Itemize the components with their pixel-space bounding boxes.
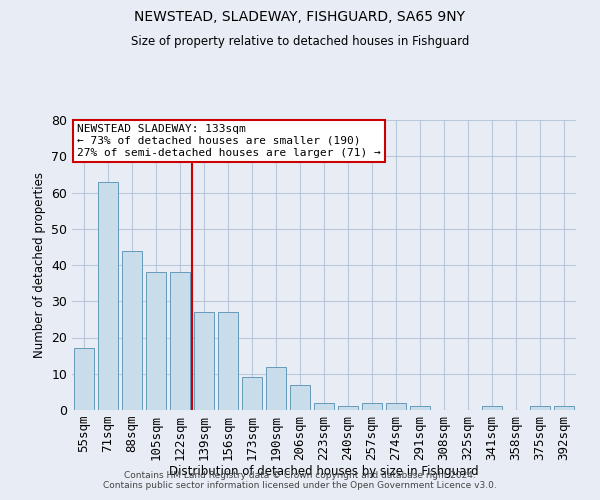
Bar [242, 378, 262, 410]
Bar [362, 403, 382, 410]
Bar [266, 366, 286, 410]
Text: Size of property relative to detached houses in Fishguard: Size of property relative to detached ho… [131, 35, 469, 48]
Bar [170, 272, 190, 410]
Bar [194, 312, 214, 410]
Bar [410, 406, 430, 410]
Text: Contains HM Land Registry data © Crown copyright and database right 2024.
Contai: Contains HM Land Registry data © Crown c… [103, 470, 497, 490]
Text: NEWSTEAD, SLADEWAY, FISHGUARD, SA65 9NY: NEWSTEAD, SLADEWAY, FISHGUARD, SA65 9NY [134, 10, 466, 24]
Bar [98, 182, 118, 410]
Bar [146, 272, 166, 410]
Bar [74, 348, 94, 410]
Bar [122, 250, 142, 410]
Bar [314, 403, 334, 410]
Y-axis label: Number of detached properties: Number of detached properties [32, 172, 46, 358]
Bar [386, 403, 406, 410]
Bar [554, 406, 574, 410]
Bar [338, 406, 358, 410]
Bar [290, 384, 310, 410]
Text: NEWSTEAD SLADEWAY: 133sqm
← 73% of detached houses are smaller (190)
27% of semi: NEWSTEAD SLADEWAY: 133sqm ← 73% of detac… [77, 124, 381, 158]
X-axis label: Distribution of detached houses by size in Fishguard: Distribution of detached houses by size … [169, 466, 479, 478]
Bar [482, 406, 502, 410]
Bar [530, 406, 550, 410]
Bar [218, 312, 238, 410]
